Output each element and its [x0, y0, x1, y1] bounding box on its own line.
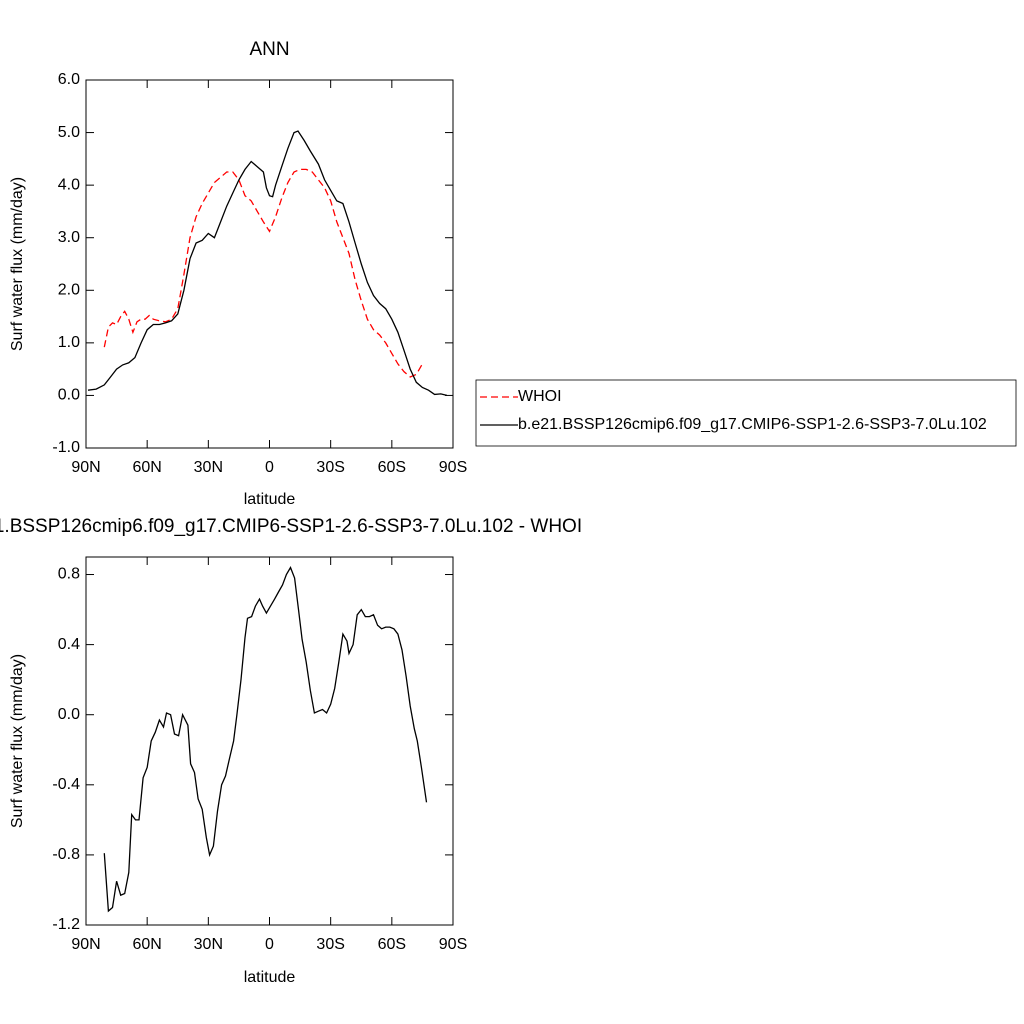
- y-tick-label: 2.0: [58, 282, 80, 299]
- data-line: [103, 168, 423, 378]
- y-axis-label: Surf water flux (mm/day): [9, 654, 26, 828]
- x-tick-label: 60N: [132, 459, 161, 476]
- y-tick-label: 0.0: [58, 387, 80, 404]
- x-tick-label: 60N: [132, 936, 161, 953]
- y-tick-label: 0.0: [58, 706, 80, 723]
- data-line: [87, 130, 448, 397]
- x-tick-label: 90S: [439, 936, 467, 953]
- x-axis-label: latitude: [244, 969, 296, 986]
- x-tick-label: 90S: [439, 459, 467, 476]
- x-tick-label: 60S: [378, 459, 406, 476]
- y-tick-label: 3.0: [58, 229, 80, 246]
- x-tick-label: 0: [265, 936, 274, 953]
- y-tick-label: 1.0: [58, 334, 80, 351]
- x-tick-label: 30S: [316, 936, 344, 953]
- x-tick-label: 30N: [194, 459, 223, 476]
- chart-title: ANN: [249, 39, 289, 60]
- y-tick-label: -0.8: [52, 846, 80, 863]
- x-tick-label: 90N: [71, 936, 100, 953]
- x-tick-label: 0: [265, 459, 274, 476]
- y-axis-label: Surf water flux (mm/day): [9, 177, 26, 351]
- y-tick-label: 6.0: [58, 71, 80, 88]
- chart-title: b.e21.BSSP126cmip6.f09_g17.CMIP6-SSP1-2.…: [0, 516, 582, 537]
- legend-label: b.e21.BSSP126cmip6.f09_g17.CMIP6-SSP1-2.…: [518, 416, 987, 433]
- legend-label: WHOI: [518, 388, 562, 405]
- y-tick-label: 0.8: [58, 566, 80, 583]
- x-tick-label: 60S: [378, 936, 406, 953]
- plot-frame: [85, 556, 454, 926]
- legend-box: [475, 379, 1017, 447]
- data-line: [103, 566, 428, 913]
- x-tick-label: 30S: [316, 459, 344, 476]
- x-axis-label: latitude: [244, 491, 296, 508]
- y-tick-label: -1.2: [52, 916, 80, 933]
- plot-frame: [85, 79, 454, 449]
- y-tick-label: 0.4: [58, 636, 80, 653]
- y-tick-label: -1.0: [52, 439, 80, 456]
- y-tick-label: 4.0: [58, 176, 80, 193]
- y-tick-label: 5.0: [58, 124, 80, 141]
- y-tick-label: -0.4: [52, 776, 80, 793]
- x-tick-label: 30N: [194, 936, 223, 953]
- x-tick-label: 90N: [71, 459, 100, 476]
